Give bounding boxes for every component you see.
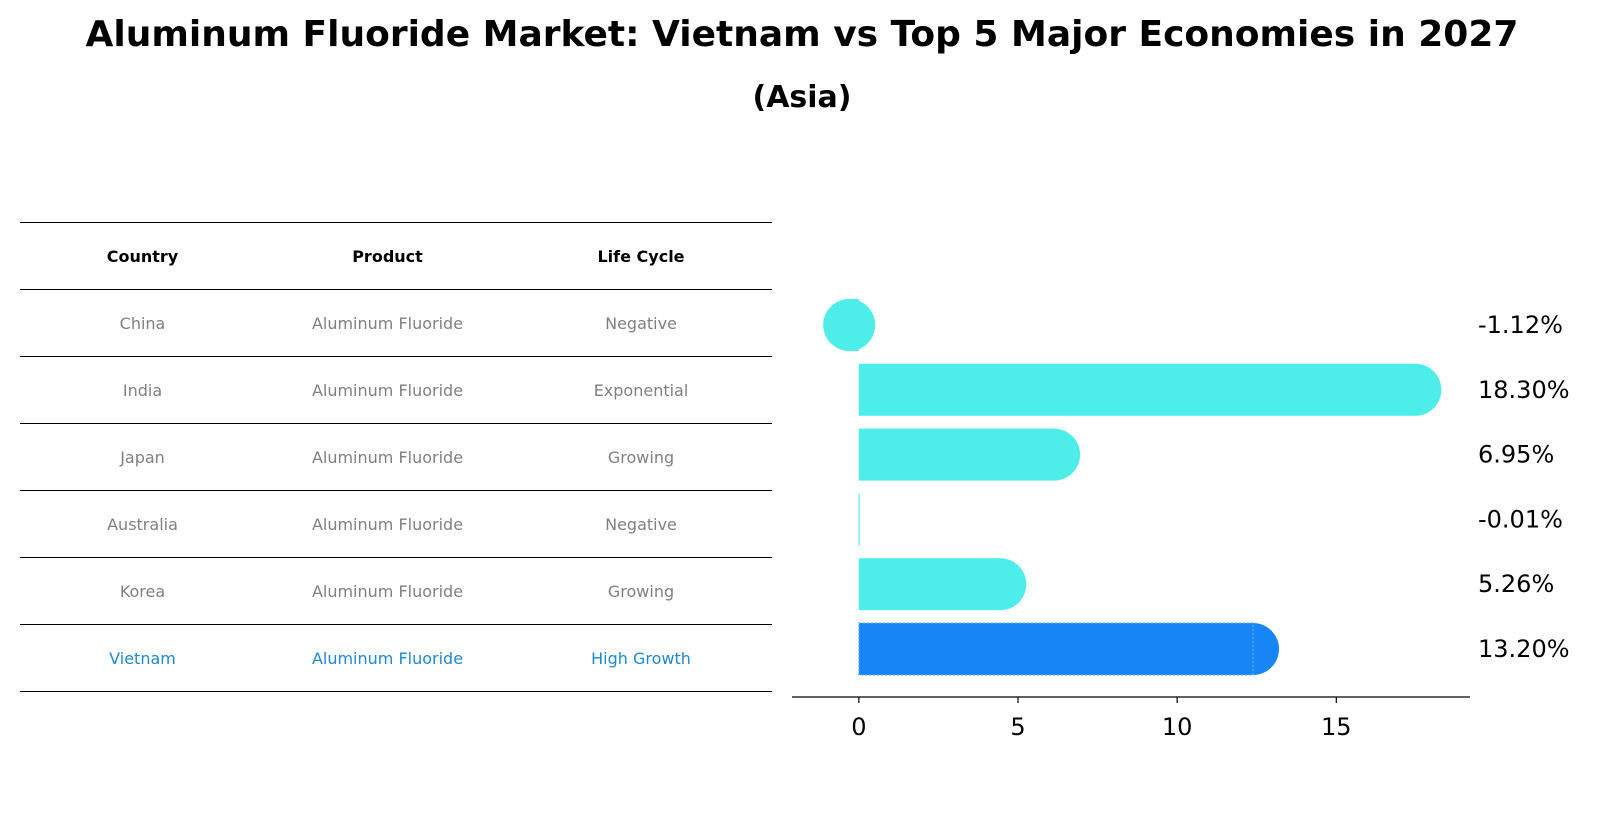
chart-subtitle: (Asia) [752,80,852,115]
cell-product: Aluminum Fluoride [265,490,510,558]
bar-japan [858,428,1081,481]
bar-china [823,299,876,351]
header-country: Country [20,222,265,290]
cell-life-cycle: Growing [510,557,772,625]
cell-product: Aluminum Fluoride [265,356,510,424]
x-tick-label: 5 [1010,713,1025,741]
cell-country: India [20,356,265,424]
cell-product: Aluminum Fluoride [265,557,510,625]
bar-india [858,363,1442,416]
bar-korea [858,558,1027,611]
cell-life-cycle: High Growth [510,624,772,692]
value-label: 13.20% [1478,635,1570,663]
value-label: -0.01% [1478,505,1563,533]
value-label: 6.95% [1478,441,1554,469]
cell-country: China [20,289,265,357]
chart-title: Aluminum Fluoride Market: Vietnam vs Top… [85,14,1519,55]
cell-product: Aluminum Fluoride [265,423,510,491]
header-product: Product [265,222,510,290]
x-tick-label: 10 [1162,713,1193,741]
cell-country: Japan [20,423,265,491]
cell-country: Korea [20,557,265,625]
cell-life-cycle: Exponential [510,356,772,424]
table-row-highlight: Vietnam Aluminum Fluoride High Growth [20,624,772,692]
cell-life-cycle: Negative [510,490,772,558]
cell-country: Vietnam [20,624,265,692]
header-life-cycle: Life Cycle [510,222,772,290]
comparison-table: Country Product Life Cycle China Aluminu… [20,222,772,692]
cell-product: Aluminum Fluoride [265,289,510,357]
value-label: -1.12% [1478,311,1563,339]
table-row: Japan Aluminum Fluoride Growing [20,423,772,491]
cell-life-cycle: Negative [510,289,772,357]
x-tick-label: 0 [851,713,866,741]
bar-australia [858,493,860,546]
table-row: Australia Aluminum Fluoride Negative [20,490,772,558]
cell-life-cycle: Growing [510,423,772,491]
table-row: Korea Aluminum Fluoride Growing [20,557,772,625]
table-row: India Aluminum Fluoride Exponential [20,356,772,424]
x-tick-label: 15 [1321,713,1352,741]
table-row: China Aluminum Fluoride Negative [20,289,772,357]
cell-product: Aluminum Fluoride [265,624,510,692]
bar-vietnam [858,622,1280,676]
cell-country: Australia [20,490,265,558]
value-label: 5.26% [1478,570,1554,598]
value-label: 18.30% [1478,376,1570,404]
table-header-row: Country Product Life Cycle [20,222,772,290]
